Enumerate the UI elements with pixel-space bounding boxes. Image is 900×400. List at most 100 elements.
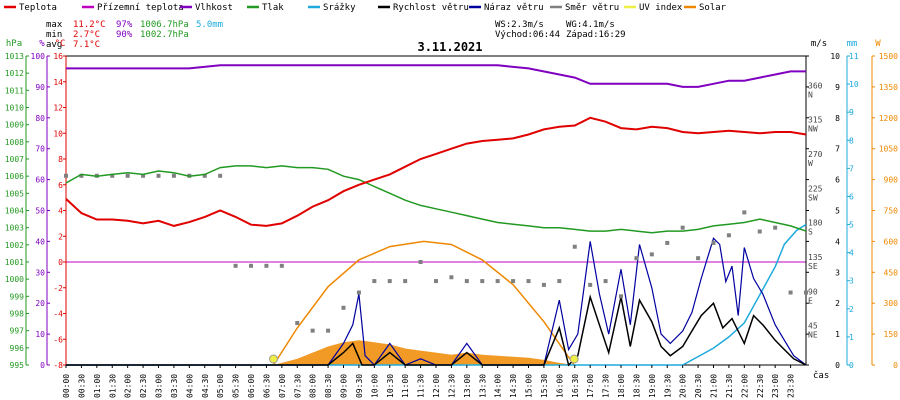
x-tick-label: 19:00 <box>648 374 657 398</box>
wind-gust-line <box>66 237 807 366</box>
wind-direction-point <box>449 275 454 280</box>
wind-direction-point <box>218 173 223 178</box>
legend-label: Solar <box>699 3 727 13</box>
wind-direction-point <box>141 173 146 178</box>
axis-tick-label: 10 <box>830 52 840 61</box>
axis-tick-label: 0 <box>835 361 840 370</box>
wind-direction-point <box>634 256 639 261</box>
axis-tick-label: 1001 <box>5 258 24 267</box>
axis-tick-label: 90 <box>35 83 45 92</box>
wind-direction-point <box>110 173 115 178</box>
axis-tick-label: 995 <box>10 361 25 370</box>
stat-max-label: max <box>46 20 63 30</box>
axis-tick-label: 6 <box>58 181 63 190</box>
wind-direction-point <box>511 279 516 284</box>
wind-direction-point <box>156 173 161 178</box>
wind-direction-point <box>356 290 361 295</box>
x-tick-label: 19:30 <box>663 374 672 398</box>
axis-tick-label: 7 <box>849 164 854 173</box>
axis-tick-label: 2 <box>849 305 854 314</box>
wind-direction-point <box>572 244 577 249</box>
axis-tick-label: 999 <box>10 292 25 301</box>
x-tick-label: 04:30 <box>201 374 210 398</box>
wind-direction-point <box>495 279 500 284</box>
x-tick-label: 09:00 <box>340 374 349 398</box>
axis-tick-label: 10 <box>53 129 63 138</box>
wind-direction-point <box>773 225 778 230</box>
x-tick-label: 20:30 <box>694 374 703 398</box>
wind-direction-point <box>64 173 68 178</box>
x-tick-label: 02:30 <box>139 374 148 398</box>
axis-tick-label: 8 <box>849 136 854 145</box>
axis-tick-label: 1000 <box>5 275 24 284</box>
temperature-line <box>65 116 807 227</box>
wind-direction-point <box>233 263 238 268</box>
stats-block: max 11.2°C 97% 1006.7hPa 5.0mm min 2.7°C… <box>46 20 223 50</box>
wind-direction-point <box>696 256 701 261</box>
axis-tick-label: 70 <box>35 145 45 154</box>
x-tick-label: 23:30 <box>787 374 796 398</box>
direction-name-label: SW <box>808 193 818 202</box>
wind-direction-point <box>341 305 346 310</box>
x-tick-label: 17:30 <box>602 374 611 398</box>
x-tick-label: 17:00 <box>586 374 595 398</box>
plot-frame <box>65 55 807 366</box>
wind-direction-point <box>557 279 562 284</box>
axis-tick-label: 10 <box>849 80 859 89</box>
x-tick-label: 12:30 <box>447 374 456 398</box>
axis-tick-label: -6 <box>53 335 63 344</box>
direction-tick-label: 45 <box>808 322 818 331</box>
x-tick-label: 22:30 <box>756 374 765 398</box>
x-tick-label: 08:00 <box>309 374 318 398</box>
pressure-line <box>65 165 807 234</box>
stat-max-press: 1006.7hPa <box>140 20 189 30</box>
x-tick-label: 05:30 <box>232 374 241 398</box>
sunrise-marker <box>269 354 279 364</box>
axis-tick-label: 1 <box>835 330 840 339</box>
legend-label: Srážky <box>323 3 356 13</box>
wind-speed-info: WS:2.3m/s <box>495 20 544 30</box>
direction-name-label: NE <box>808 331 818 340</box>
stat-min-hum: 90% <box>116 30 133 40</box>
wind-direction-point <box>742 210 747 215</box>
axis-tick-label: 1007 <box>5 155 24 164</box>
axis-tick-label: 1010 <box>5 104 24 113</box>
legend-label: Teplota <box>19 3 57 13</box>
axis-tick-label: 1006 <box>5 172 24 181</box>
x-tick-label: 10:30 <box>386 374 395 398</box>
axis-tick-label: 7 <box>835 145 840 154</box>
axis-tick-label: -8 <box>53 361 63 370</box>
axis-unit: m/s <box>811 39 827 49</box>
axis-tick-label: 1200 <box>879 114 898 123</box>
x-tick-label: 09:30 <box>355 374 364 398</box>
x-tick-label: 07:00 <box>278 374 287 398</box>
axis-tick-label: 9 <box>835 83 840 92</box>
stat-min-temp: 2.7°C <box>73 30 100 40</box>
axis-tick-label: 0 <box>40 361 45 370</box>
wind-direction-point <box>279 263 284 268</box>
x-tick-label: 15:00 <box>525 374 534 398</box>
wind-direction-point <box>295 321 300 326</box>
axis-tick-label: 0 <box>849 361 854 370</box>
chart-title: 3.11.2021 <box>417 40 482 54</box>
direction-name-label: N <box>808 90 813 99</box>
wind-direction-point <box>541 282 546 287</box>
x-tick-label: 06:00 <box>247 374 256 398</box>
series <box>64 64 808 367</box>
solar-area <box>272 340 575 365</box>
axis-tick-label: 60 <box>35 176 45 185</box>
wind-direction-point <box>310 328 315 333</box>
wind-direction-point <box>249 263 253 268</box>
axis-tick-label: 20 <box>35 299 45 308</box>
x-tick-label: 15:30 <box>540 374 549 398</box>
x-tick-label: 00:30 <box>77 374 86 398</box>
legend-label: Rychlost větru <box>393 3 469 13</box>
stat-min-label: min <box>46 30 62 40</box>
axis-tick-label: 12 <box>53 104 63 113</box>
wind-direction-point <box>171 173 176 178</box>
axis-tick-label: 9 <box>849 108 854 117</box>
legend-label: Směr větru <box>565 3 619 13</box>
stat-max-hum: 97% <box>116 20 133 30</box>
wind-direction-point <box>372 279 377 284</box>
